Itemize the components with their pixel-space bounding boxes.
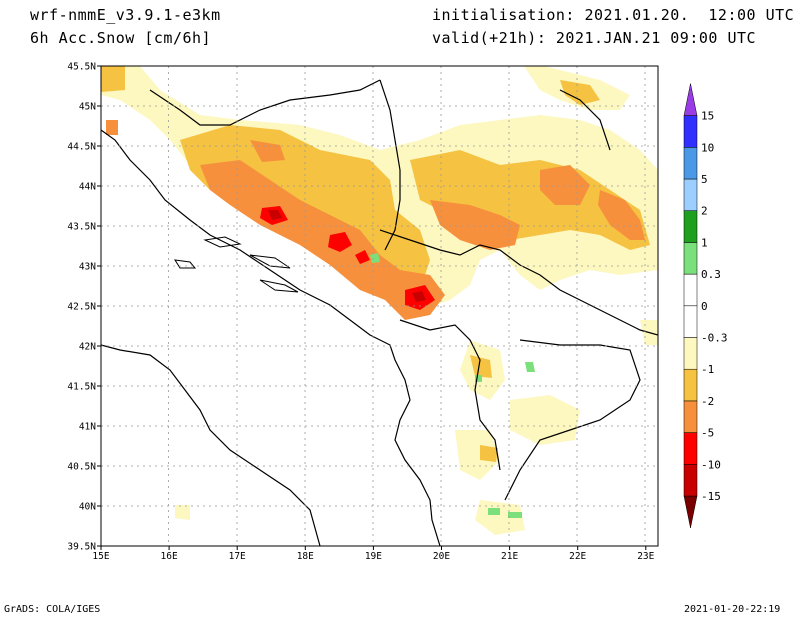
lon-tick-label: 19E bbox=[365, 551, 382, 562]
lat-tick-label: 43N bbox=[79, 262, 96, 273]
colorbar-label: 0 bbox=[701, 300, 708, 313]
lon-tick-label: 16E bbox=[161, 551, 178, 562]
colorbar-label: -0.3 bbox=[701, 332, 728, 345]
colorbar-segment bbox=[683, 495, 698, 529]
snow-level-extreme bbox=[268, 210, 426, 302]
lat-tick-label: 44N bbox=[79, 182, 96, 193]
colorbar-label: 2 bbox=[701, 205, 708, 218]
lon-tick-label: 17E bbox=[229, 551, 246, 562]
colorbar-label: -10 bbox=[701, 458, 721, 471]
colorbar-label: 15 bbox=[701, 110, 714, 123]
field-name: 6h Acc.Snow [cm/6h] bbox=[30, 29, 212, 47]
lon-tick-label: 21E bbox=[501, 551, 518, 562]
colorbar-label: 5 bbox=[701, 173, 708, 186]
colorbar-segment bbox=[683, 83, 698, 116]
colorbar-label: 0.3 bbox=[701, 268, 721, 281]
valid-time: valid(+21h): 2021.JAN.21 09:00 UTC bbox=[432, 29, 757, 47]
lat-tick-label: 40N bbox=[79, 502, 96, 513]
init-time: initialisation: 2021.01.20. 12:00 UTC bbox=[432, 6, 795, 24]
islands bbox=[174, 236, 299, 293]
snow-field bbox=[101, 66, 658, 546]
colorbar-label: -5 bbox=[701, 427, 714, 440]
colorbar-segment bbox=[683, 368, 698, 402]
lon-tick-label: 20E bbox=[433, 551, 450, 562]
lat-tick-label: 45N bbox=[79, 102, 96, 113]
colorbar-segment bbox=[683, 464, 698, 497]
coastlines-borders bbox=[101, 79, 658, 546]
colorbar-segment bbox=[683, 147, 698, 180]
colorbar: -15 -10 -5 -2 -1 -0.3 0 0.3 1 2 5 10 15 bbox=[683, 83, 728, 529]
lat-tick-label: 42.5N bbox=[67, 302, 96, 313]
colorbar-label: -1 bbox=[701, 363, 714, 376]
lon-tick-label: 22E bbox=[569, 551, 586, 562]
snow-level-heavy bbox=[106, 120, 645, 320]
colorbar-segment bbox=[683, 273, 698, 307]
colorbar-segment bbox=[683, 400, 698, 433]
colorbar-label: -2 bbox=[701, 395, 714, 408]
lat-tick-label: 42N bbox=[79, 342, 96, 353]
lat-tick-label: 41N bbox=[79, 422, 96, 433]
lat-tick-label: 40.5N bbox=[67, 462, 96, 473]
colorbar-label: 10 bbox=[701, 141, 714, 154]
colorbar-segment bbox=[683, 305, 698, 338]
colorbar-segment bbox=[683, 210, 698, 243]
lon-tick-label: 23E bbox=[637, 551, 654, 562]
lon-tick-label: 18E bbox=[297, 551, 314, 562]
lon-tick-label: 15E bbox=[92, 551, 109, 562]
latitude-ticks: 45.5N 45N 44.5N 44N 43.5N 43N 42.5N 42N 41.5N 41N… bbox=[67, 62, 101, 553]
lat-tick-label: 39.5N bbox=[67, 542, 96, 553]
colorbar-segment bbox=[683, 432, 698, 465]
colorbar-segment bbox=[683, 115, 698, 148]
timestamp-label: 2021-01-20-22:19 bbox=[684, 604, 781, 615]
colorbar-segment bbox=[683, 242, 698, 275]
snow-level-positive bbox=[370, 253, 535, 518]
lat-tick-label: 45.5N bbox=[67, 62, 96, 73]
longitude-ticks: 15E 16E 17E 18E 19E 20E 21E 22E 23E bbox=[92, 546, 655, 562]
colorbar-label: -15 bbox=[701, 490, 721, 503]
graticule bbox=[101, 66, 658, 546]
model-name: wrf-nmmE_v3.9.1-e3km bbox=[30, 6, 221, 24]
lat-tick-label: 41.5N bbox=[67, 382, 96, 393]
credit-label: GrADS: COLA/IGES bbox=[4, 604, 101, 615]
lat-tick-label: 44.5N bbox=[67, 142, 96, 153]
colorbar-segment bbox=[683, 178, 698, 211]
colorbar-segment bbox=[683, 337, 698, 370]
colorbar-label: 1 bbox=[701, 236, 708, 249]
lat-tick-label: 43.5N bbox=[67, 222, 96, 233]
